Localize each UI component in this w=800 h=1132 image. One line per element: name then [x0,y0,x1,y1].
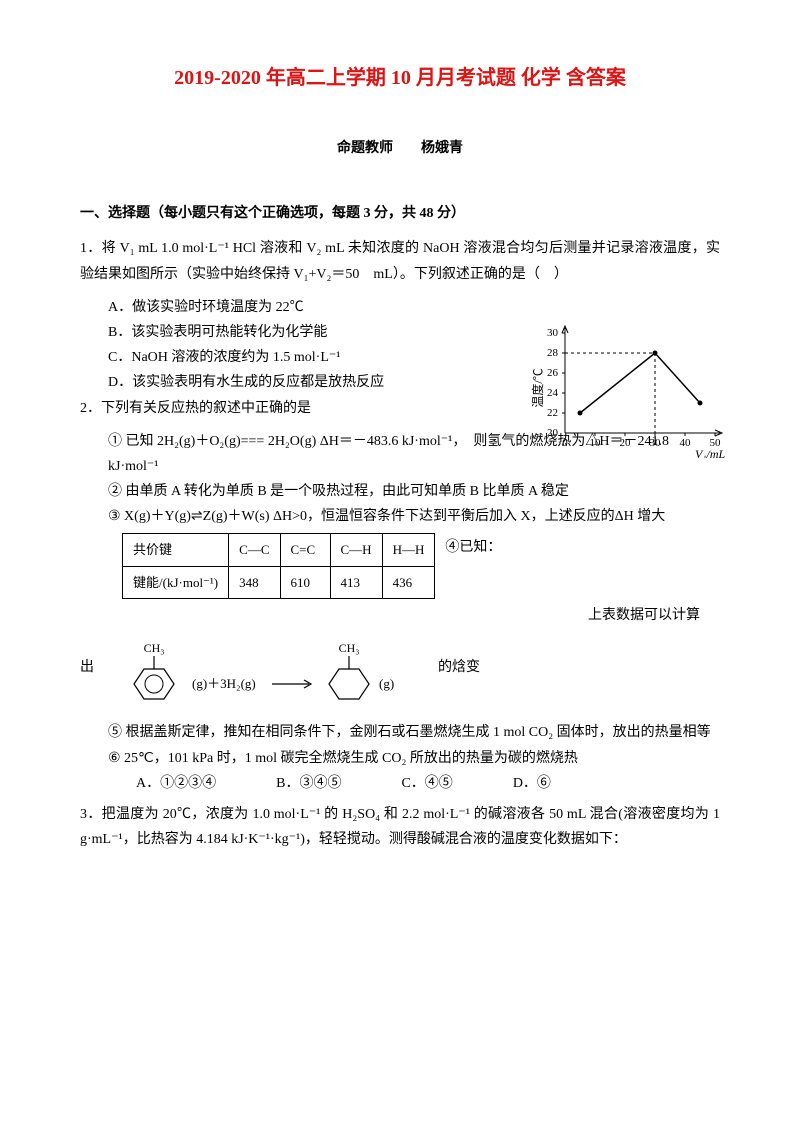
bond-energy-table: 共价键 C—C C=C C—H H—H 键能/(kJ·mol⁻¹) 348 61… [122,533,435,599]
q2-s4-out: 出 [80,628,94,708]
exam-title: 2019-2020 年高二上学期 10 月月考试题 化学 含答案 [80,60,720,96]
chem-structure-icon: CH₃ (g)＋3H₂(g) CH₃ (g) [94,634,434,714]
cell: C—C [229,534,280,566]
svg-text:10: 10 [590,437,602,449]
cell-header: 共价键 [123,534,229,566]
cell-header: 键能/(kJ·mol⁻¹) [123,566,229,598]
svg-text:(g)＋3H₂(g): (g)＋3H₂(g) [192,676,256,691]
cell: H—H [382,534,435,566]
cell: 436 [382,566,435,598]
question-3: 3．把温度为 20℃，浓度为 1.0 mol·L⁻¹ 的 H₂SO₄ 和 2.2… [80,802,720,852]
svg-text:26: 26 [547,367,559,379]
q3-text: 把温度为 20℃，浓度为 1.0 mol·L⁻¹ 的 H₂SO₄ 和 2.2 m… [80,807,720,847]
q2-opt-a: A．①②③④ [136,771,216,796]
svg-text:(g): (g) [379,676,394,691]
cell: C—H [330,534,382,566]
cell: 348 [229,566,280,598]
cell: 413 [330,566,382,598]
author-line: 命题教师 杨娥青 [80,136,720,161]
svg-text:CH₃: CH₃ [144,641,165,655]
svg-text:28: 28 [547,347,559,359]
q2-opt-d: D．⑥ [513,771,551,796]
q2-s3: ③ X(g)＋Y(g)⇌Z(g)＋W(s) ΔH>0，恒温恒容条件下达到平衡后加… [80,504,720,529]
q1-text: 将 V₁ mL 1.0 mol·L⁻¹ HCl 溶液和 V₂ mL 未知浓度的 … [80,241,720,281]
svg-text:CH₃: CH₃ [339,641,360,655]
q2-text: 下列有关反应热的叙述中正确的是 [101,401,311,416]
svg-text:温度/℃: 温度/℃ [530,368,545,407]
svg-text:20: 20 [620,437,632,449]
q1-num: 1． [80,241,102,256]
temperature-chart: 20 22 24 26 28 30 0 10 20 30 40 50 温度/℃ … [530,318,730,458]
q2-s4-prefix: ④已知： [445,540,501,555]
svg-text:30: 30 [547,327,559,339]
svg-text:22: 22 [547,407,558,419]
table-row: 键能/(kJ·mol⁻¹) 348 610 413 436 [123,566,435,598]
q3-num: 3． [80,807,102,822]
author-label: 命题教师 [337,141,393,156]
author-name: 杨娥青 [421,141,463,156]
q2-num: 2． [80,401,101,416]
q2-s5: ⑤ 根据盖斯定律，推知在相同条件下，金刚石或石墨燃烧生成 1 mol CO₂ 固… [80,720,720,745]
svg-text:40: 40 [680,437,692,449]
svg-text:24: 24 [547,387,559,399]
q2-options: A．①②③④ B．③④⑤ C．④⑤ D．⑥ [80,771,720,796]
q2-opt-c: C．④⑤ [401,771,452,796]
cell: C=C [280,534,330,566]
section-header: 一、选择题（每小题只有这个正确选项，每题 3 分，共 48 分） [80,201,720,226]
q2-s4-suffix: 上表数据可以计算 [80,603,720,628]
q2-opt-b: B．③④⑤ [276,771,341,796]
svg-text:0: 0 [562,437,568,449]
q2-s2: ② 由单质 A 转化为单质 B 是一个吸热过程，由此可知单质 B 比单质 A 稳… [80,479,720,504]
svg-text:20: 20 [547,427,559,439]
chem-reaction-row: 出 CH₃ (g)＋3H₂(g) CH₃ (g) 的焓变 [80,628,720,720]
svg-text:30: 30 [650,437,662,449]
svg-text:V₁/mL: V₁/mL [695,447,726,458]
cell: 610 [280,566,330,598]
q2-s4-enthalpy: 的焓变 [438,628,480,708]
q2-s6: ⑥ 25℃，101 kPa 时，1 mol 碳完全燃烧生成 CO₂ 所放出的热量… [80,746,720,771]
table-row: 共价键 C—C C=C C—H H—H [123,534,435,566]
q1-opt-a: A．做该实验时环境温度为 22℃ [80,295,720,320]
question-1: 1．将 V₁ mL 1.0 mol·L⁻¹ HCl 溶液和 V₂ mL 未知浓度… [80,236,720,286]
